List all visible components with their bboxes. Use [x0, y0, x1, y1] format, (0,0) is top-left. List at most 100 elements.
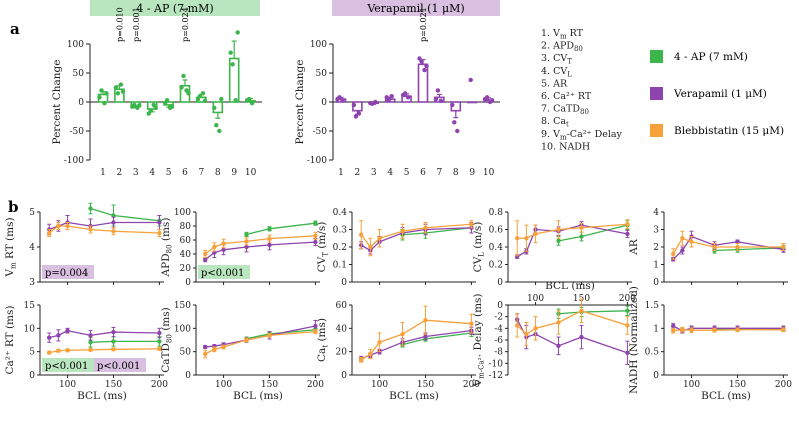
data-point: [625, 222, 630, 227]
data-point: [400, 92, 406, 98]
x-tick-label: 150: [261, 380, 278, 390]
data-point: [228, 50, 233, 55]
data-point: [157, 230, 162, 236]
x-tick-label: 200: [463, 380, 480, 390]
data-point: [377, 236, 382, 241]
data-point: [46, 350, 52, 355]
series-line: [516, 319, 628, 354]
x-tick-label: 5: [404, 168, 410, 178]
data-point: [680, 248, 685, 253]
y-tick-label: 0.2: [333, 243, 347, 253]
data-point: [56, 333, 61, 338]
key-item: 8. Cat: [541, 116, 569, 129]
header-banner-verapamil: [332, 0, 500, 16]
y-tick-label: 0: [497, 278, 503, 288]
x-tick-label: 200: [775, 380, 792, 390]
y-tick-label: 3: [29, 278, 35, 288]
data-point: [468, 77, 473, 83]
y-axis-label: Percent Change: [294, 60, 306, 145]
x-axis-label: BCL (ms): [389, 390, 439, 402]
data-point: [579, 308, 584, 314]
data-point: [233, 98, 238, 103]
line-chart-ca_rt: 0 5 10 15 100 150 200 BCL (ms) Ca²⁺ RT (ms) p<0.0…: [4, 301, 168, 402]
data-point: [469, 222, 474, 227]
y-tick-label: 0.3: [333, 226, 348, 236]
x-tick-label: 200: [619, 294, 636, 304]
data-point: [221, 344, 226, 350]
data-point: [179, 85, 184, 90]
data-point: [130, 104, 135, 109]
bar-chart-4ap: -100 -50 0 50 100 Percent Change 1 2 3 4 5 6 7 8 9 10 p=…: [51, 7, 262, 178]
data-point: [452, 120, 457, 125]
x-axis-label: BCL (ms): [701, 390, 751, 402]
data-point: [202, 344, 208, 350]
data-point: [423, 225, 428, 230]
y-tick-label: 2: [653, 243, 659, 253]
data-point: [735, 244, 740, 250]
header-banner-4ap: [90, 0, 260, 16]
legend-label: Blebbistatin (15 μM): [674, 125, 784, 137]
line-chart-ar: 0 1 2 3 4 AR: [628, 208, 788, 288]
y-tick-label: 4: [653, 208, 659, 218]
y-tick-label: 0.1: [333, 261, 347, 271]
x-tick-label: 1: [338, 168, 344, 178]
data-point: [65, 328, 70, 333]
x-tick-label: 5: [166, 168, 172, 178]
y-axis-label: Vm-Ca²⁺ Delay (ms): [472, 293, 486, 387]
y-tick-label: 50: [180, 348, 192, 358]
x-tick-label: 10: [483, 168, 495, 178]
header-4ap-text: 4 - AP (7 mM): [136, 2, 213, 15]
data-point: [99, 88, 104, 93]
y-tick-label: -100: [307, 156, 327, 166]
data-point: [88, 206, 93, 211]
y-tick-label: 0: [653, 278, 659, 288]
key-item: 9. Vm-Ca²⁺ Delay: [541, 129, 623, 142]
y-tick-label: 0: [321, 98, 327, 108]
data-point: [579, 225, 584, 230]
data-point: [221, 241, 226, 246]
series-line: [90, 207, 160, 222]
x-tick-label: 3: [371, 168, 377, 178]
y-tick-label: 1: [653, 261, 659, 271]
data-point: [244, 98, 250, 103]
data-point: [438, 98, 444, 104]
data-point: [313, 239, 318, 245]
data-point: [88, 347, 93, 352]
x-tick-label: 100: [683, 380, 700, 390]
y-tick-label: 40: [180, 250, 192, 260]
legend-swatch: [650, 124, 663, 137]
line-chart-cat: 0 20 40 60 100 150 200 BCL (ms) Cat (ms): [316, 301, 480, 402]
data-point: [219, 96, 224, 102]
data-point: [579, 234, 584, 239]
x-tick-label: 10: [245, 168, 257, 178]
data-point: [313, 233, 318, 238]
x-tick-label: 100: [527, 294, 544, 304]
data-point: [157, 339, 162, 344]
data-point: [153, 105, 158, 111]
y-axis-label: CaTD80 (ms): [160, 307, 174, 373]
y-tick-label: 60: [180, 236, 192, 246]
y-axis-label: APD80 (ms): [160, 218, 174, 278]
series-line: [246, 222, 316, 236]
data-point: [267, 242, 272, 248]
key-item: 2. APD80: [541, 41, 583, 54]
x-axis-label: BCL (ms): [545, 280, 595, 292]
data-point: [735, 327, 740, 332]
data-point: [400, 331, 405, 337]
y-tick-label: -10: [489, 359, 504, 369]
header-verapamil-text: Verapamil (1 μM): [366, 2, 464, 15]
y-tick-label: 0: [29, 371, 35, 381]
y-tick-label: 0: [185, 278, 191, 288]
x-tick-label: 2: [117, 168, 123, 178]
data-point: [712, 328, 717, 333]
y-tick-label: 0: [78, 98, 84, 108]
data-point: [368, 100, 373, 106]
data-point: [120, 89, 126, 94]
data-point: [221, 247, 226, 252]
y-tick-label: 80: [180, 222, 192, 232]
data-point: [524, 331, 529, 337]
data-point: [267, 226, 272, 231]
y-axis-label: AR: [628, 238, 640, 256]
x-tick-label: 9: [231, 168, 237, 178]
